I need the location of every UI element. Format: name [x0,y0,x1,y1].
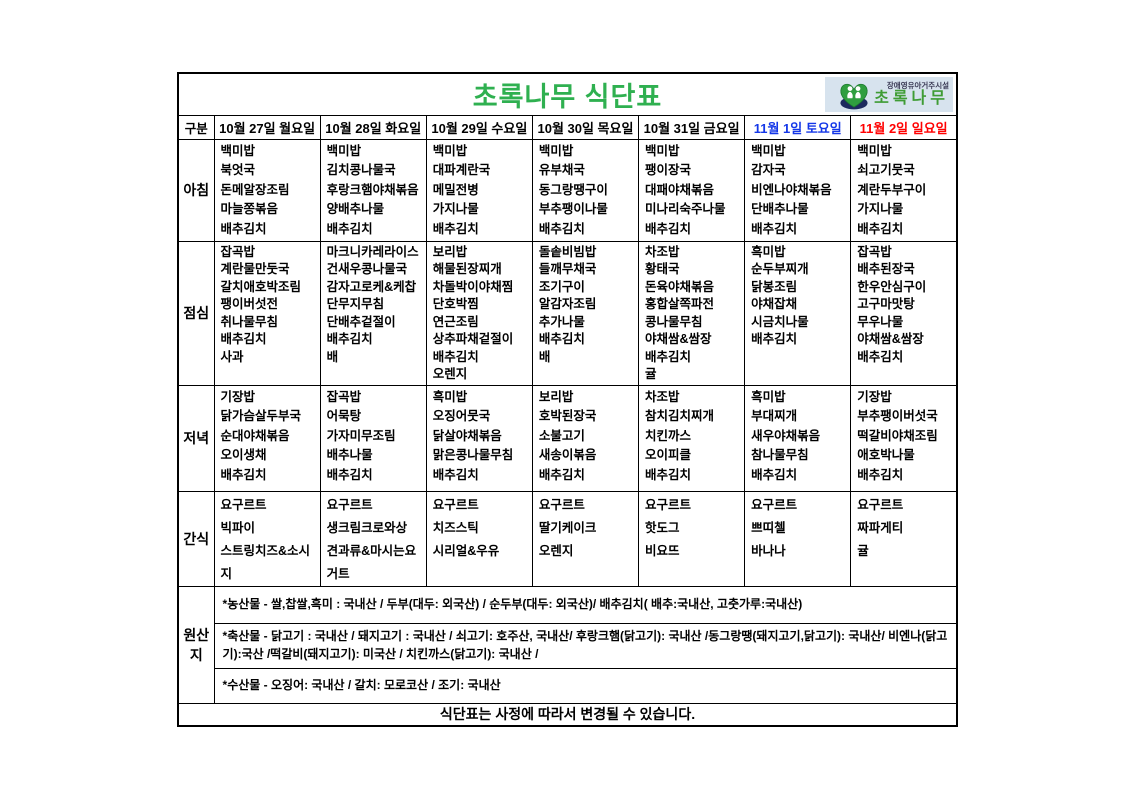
snack-row: 간식 요구르트 빅파이 스트링치즈&소시지 요구르트 생크림크로와상 견과류&마… [177,490,958,587]
origin-livestock-text: *축산물 - 닭고기 : 국내산 / 돼지고기 : 국내산 / 쇠고기: 호주산… [213,622,958,669]
meal-cell-lunch-sun: 잡곡밥 배추된장국 한우안심구이 고구마맛탕 무우나물 야채쌈&쌈장 배추김치 [850,240,958,386]
meal-cell-breakfast-wed: 백미밥 대파계란국 메밀전병 가지나물 배추김치 [425,138,533,242]
row-label-lunch: 점심 [177,240,215,386]
row-label-origin: 원산지 [177,585,215,704]
dinner-row: 저녁 기장밥 닭가슴살두부국 순대야채볶음 오이생채 배추김치 잡곡밥 어묵탕 … [177,384,958,492]
meal-cell-lunch-thu: 돌솥비빔밥 들깨무채국 조기구이 알감자조림 추가나물 배추김치 배 [531,240,640,386]
corner-header: 구분 [177,114,215,140]
row-label-breakfast: 아침 [177,138,215,242]
meal-cell-breakfast-sun: 백미밥 쇠고기뭇국 계란두부구이 가지나물 배추김치 [850,138,958,242]
meal-cell-snack-fri: 요구르트 핫도그 비요뜨 [638,490,746,587]
meal-cell-dinner-sun: 기장밥 부추팽이버섯국 떡갈비야채조림 애호박나물 배추김치 [850,384,958,492]
meal-cell-snack-mon: 요구르트 빅파이 스트링치즈&소시지 [213,490,321,587]
meal-cell-lunch-sat: 흑미밥 순두부찌개 닭봉조림 야채잡채 시금치나물 배추김치 [744,240,852,386]
logo-text: 장애영유아거주시설 초록나무 [874,82,949,108]
meal-cell-snack-wed: 요구르트 치즈스틱 시리얼&우유 [425,490,533,587]
meal-cell-dinner-tue: 잡곡밥 어묵탕 가자미무조림 배추나물 배추김치 [319,384,427,492]
day-header-fri: 10월 31일 금요일 [638,114,746,140]
origin-seafood-text: *수산물 - 오징어: 국내산 / 갈치: 모로코산 / 조기: 국내산 [213,667,958,704]
row-label-snack: 간식 [177,490,215,587]
meal-cell-snack-sat: 요구르트 쁘띠첼 바나나 [744,490,852,587]
meal-cell-snack-thu: 요구르트 딸기케이크 오렌지 [531,490,640,587]
meal-cell-dinner-sat: 흑미밥 부대찌개 새우야채볶음 참나물무침 배추김치 [744,384,852,492]
row-label-dinner: 저녁 [177,384,215,492]
breakfast-row: 아침 백미밥 북엇국 돈메알장조림 마늘쫑볶음 배추김치 백미밥 김치콩나물국 … [177,138,958,242]
meal-cell-snack-sun: 요구르트 짜파게티 귤 [850,490,958,587]
day-header-sat: 11월 1일 토요일 [744,114,852,140]
meal-cell-dinner-fri: 차조밥 참치김치찌개 치킨까스 오이피클 배추김치 [638,384,746,492]
meal-cell-snack-tue: 요구르트 생크림크로와상 견과류&마시는요거트 [319,490,427,587]
facility-logo: 장애영유아거주시설 초록나무 [825,77,953,112]
day-header-row: 구분 10월 27일 월요일 10월 28일 화요일 10월 29일 수요일 1… [177,114,958,140]
meal-cell-dinner-mon: 기장밥 닭가슴살두부국 순대야채볶음 오이생채 배추김치 [213,384,321,492]
meal-cell-breakfast-mon: 백미밥 북엇국 돈메알장조림 마늘쫑볶음 배추김치 [213,138,321,242]
meal-cell-lunch-wed: 보리밥 해물된장찌개 차돌박이야채찜 단호박찜 연근조림 상추파채겉절이 배추김… [425,240,533,386]
footer-note-row: 식단표는 사정에 따라서 변경될 수 있습니다. [177,702,958,727]
logo-facility-type: 장애영유아거주시설 [886,80,949,90]
meal-cell-breakfast-sat: 백미밥 감자국 비엔나야채볶음 단배추나물 배추김치 [744,138,852,242]
logo-facility-name: 초록나무 [874,90,949,108]
meal-cell-breakfast-thu: 백미밥 유부채국 동그랑땡구이 부추팽이나물 배추김치 [531,138,640,242]
title-cell: 초록나무 식단표 장애영유아거주시설 초록나무 [177,72,958,116]
meal-cell-dinner-thu: 보리밥 호박된장국 소불고기 새송이볶음 배추김치 [531,384,640,492]
day-header-tue: 10월 28일 화요일 [319,114,427,140]
meal-cell-breakfast-fri: 백미밥 팽이장국 대패야채볶음 미나리숙주나물 배추김치 [638,138,746,242]
day-header-sun: 11월 2일 일요일 [850,114,958,140]
meal-cell-lunch-tue: 마크니카레라이스 건새우콩나물국 감자고로케&케찹 단무지무침 단배추겉절이 배… [319,240,427,386]
day-header-wed: 10월 29일 수요일 [425,114,533,140]
meal-cell-lunch-mon: 잡곡밥 계란물만둣국 갈치애호박조림 팽이버섯전 취나물무침 배추김치 사과 [213,240,321,386]
meal-cell-lunch-fri: 차조밥 황태국 돈육야채볶음 홍합살쪽파전 콩나물무침 야채쌈&쌈장 배추김치 … [638,240,746,386]
meal-plan-table: 초록나무 식단표 장애영유아거주시설 초록나무 [177,72,958,727]
origin-row-seafood: *수산물 - 오징어: 국내산 / 갈치: 모로코산 / 조기: 국내산 [178,667,958,704]
meal-cell-dinner-wed: 흑미밥 오징어뭇국 닭살야채볶음 맑은콩나물무침 배추김치 [425,384,533,492]
origin-agricultural-text: *농산물 - 쌀,찹쌀,흑미 : 국내산 / 두부(대두: 외국산) / 순두부… [213,585,958,624]
footer-note: 식단표는 사정에 따라서 변경될 수 있습니다. [177,702,958,727]
day-header-mon: 10월 27일 월요일 [213,114,321,140]
lunch-row: 점심 잡곡밥 계란물만둣국 갈치애호박조림 팽이버섯전 취나물무침 배추김치 사… [177,240,958,386]
day-header-thu: 10월 30일 목요일 [531,114,640,140]
page-title: 초록나무 식단표 [472,81,663,112]
origin-row-livestock: *축산물 - 닭고기 : 국내산 / 돼지고기 : 국내산 / 쇠고기: 호주산… [178,622,958,669]
green-heart-people-icon [840,83,868,109]
meal-cell-breakfast-tue: 백미밥 김치콩나물국 후랑크햄야채볶음 양배추나물 배추김치 [319,138,427,242]
origin-row-agricultural: 원산지 *농산물 - 쌀,찹쌀,흑미 : 국내산 / 두부(대두: 외국산) /… [177,585,958,704]
title-row: 초록나무 식단표 장애영유아거주시설 초록나무 [177,72,958,116]
